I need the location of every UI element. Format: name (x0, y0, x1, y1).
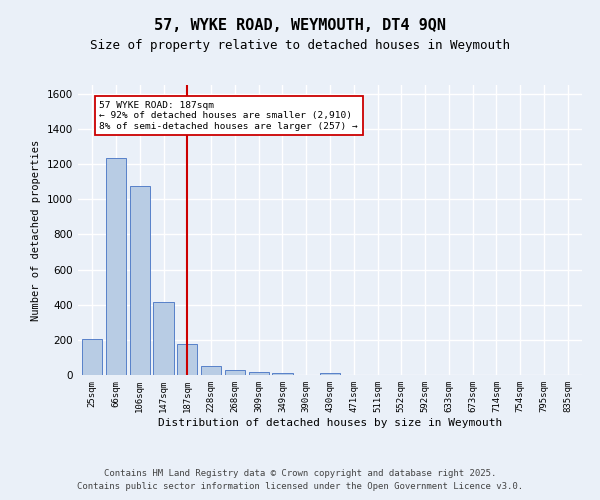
Bar (177, 344, 197, 375)
Text: 57, WYKE ROAD, WEYMOUTH, DT4 9QN: 57, WYKE ROAD, WEYMOUTH, DT4 9QN (154, 18, 446, 32)
Bar (272, 373, 293, 375)
Text: Contains HM Land Registry data © Crown copyright and database right 2025.: Contains HM Land Registry data © Crown c… (104, 468, 496, 477)
Bar (106, 158, 126, 375)
Bar (248, 372, 269, 375)
Text: Contains public sector information licensed under the Open Government Licence v3: Contains public sector information licen… (77, 482, 523, 491)
Bar (154, 302, 173, 375)
Bar (201, 366, 221, 375)
Y-axis label: Number of detached properties: Number of detached properties (31, 140, 41, 320)
Text: Size of property relative to detached houses in Weymouth: Size of property relative to detached ho… (90, 39, 510, 52)
Bar (320, 373, 340, 375)
X-axis label: Distribution of detached houses by size in Weymouth: Distribution of detached houses by size … (158, 418, 502, 428)
Text: 57 WYKE ROAD: 187sqm
← 92% of detached houses are smaller (2,910)
8% of semi-det: 57 WYKE ROAD: 187sqm ← 92% of detached h… (100, 101, 358, 130)
Bar (82, 339, 103, 375)
Bar (225, 370, 245, 375)
Bar (130, 186, 150, 375)
